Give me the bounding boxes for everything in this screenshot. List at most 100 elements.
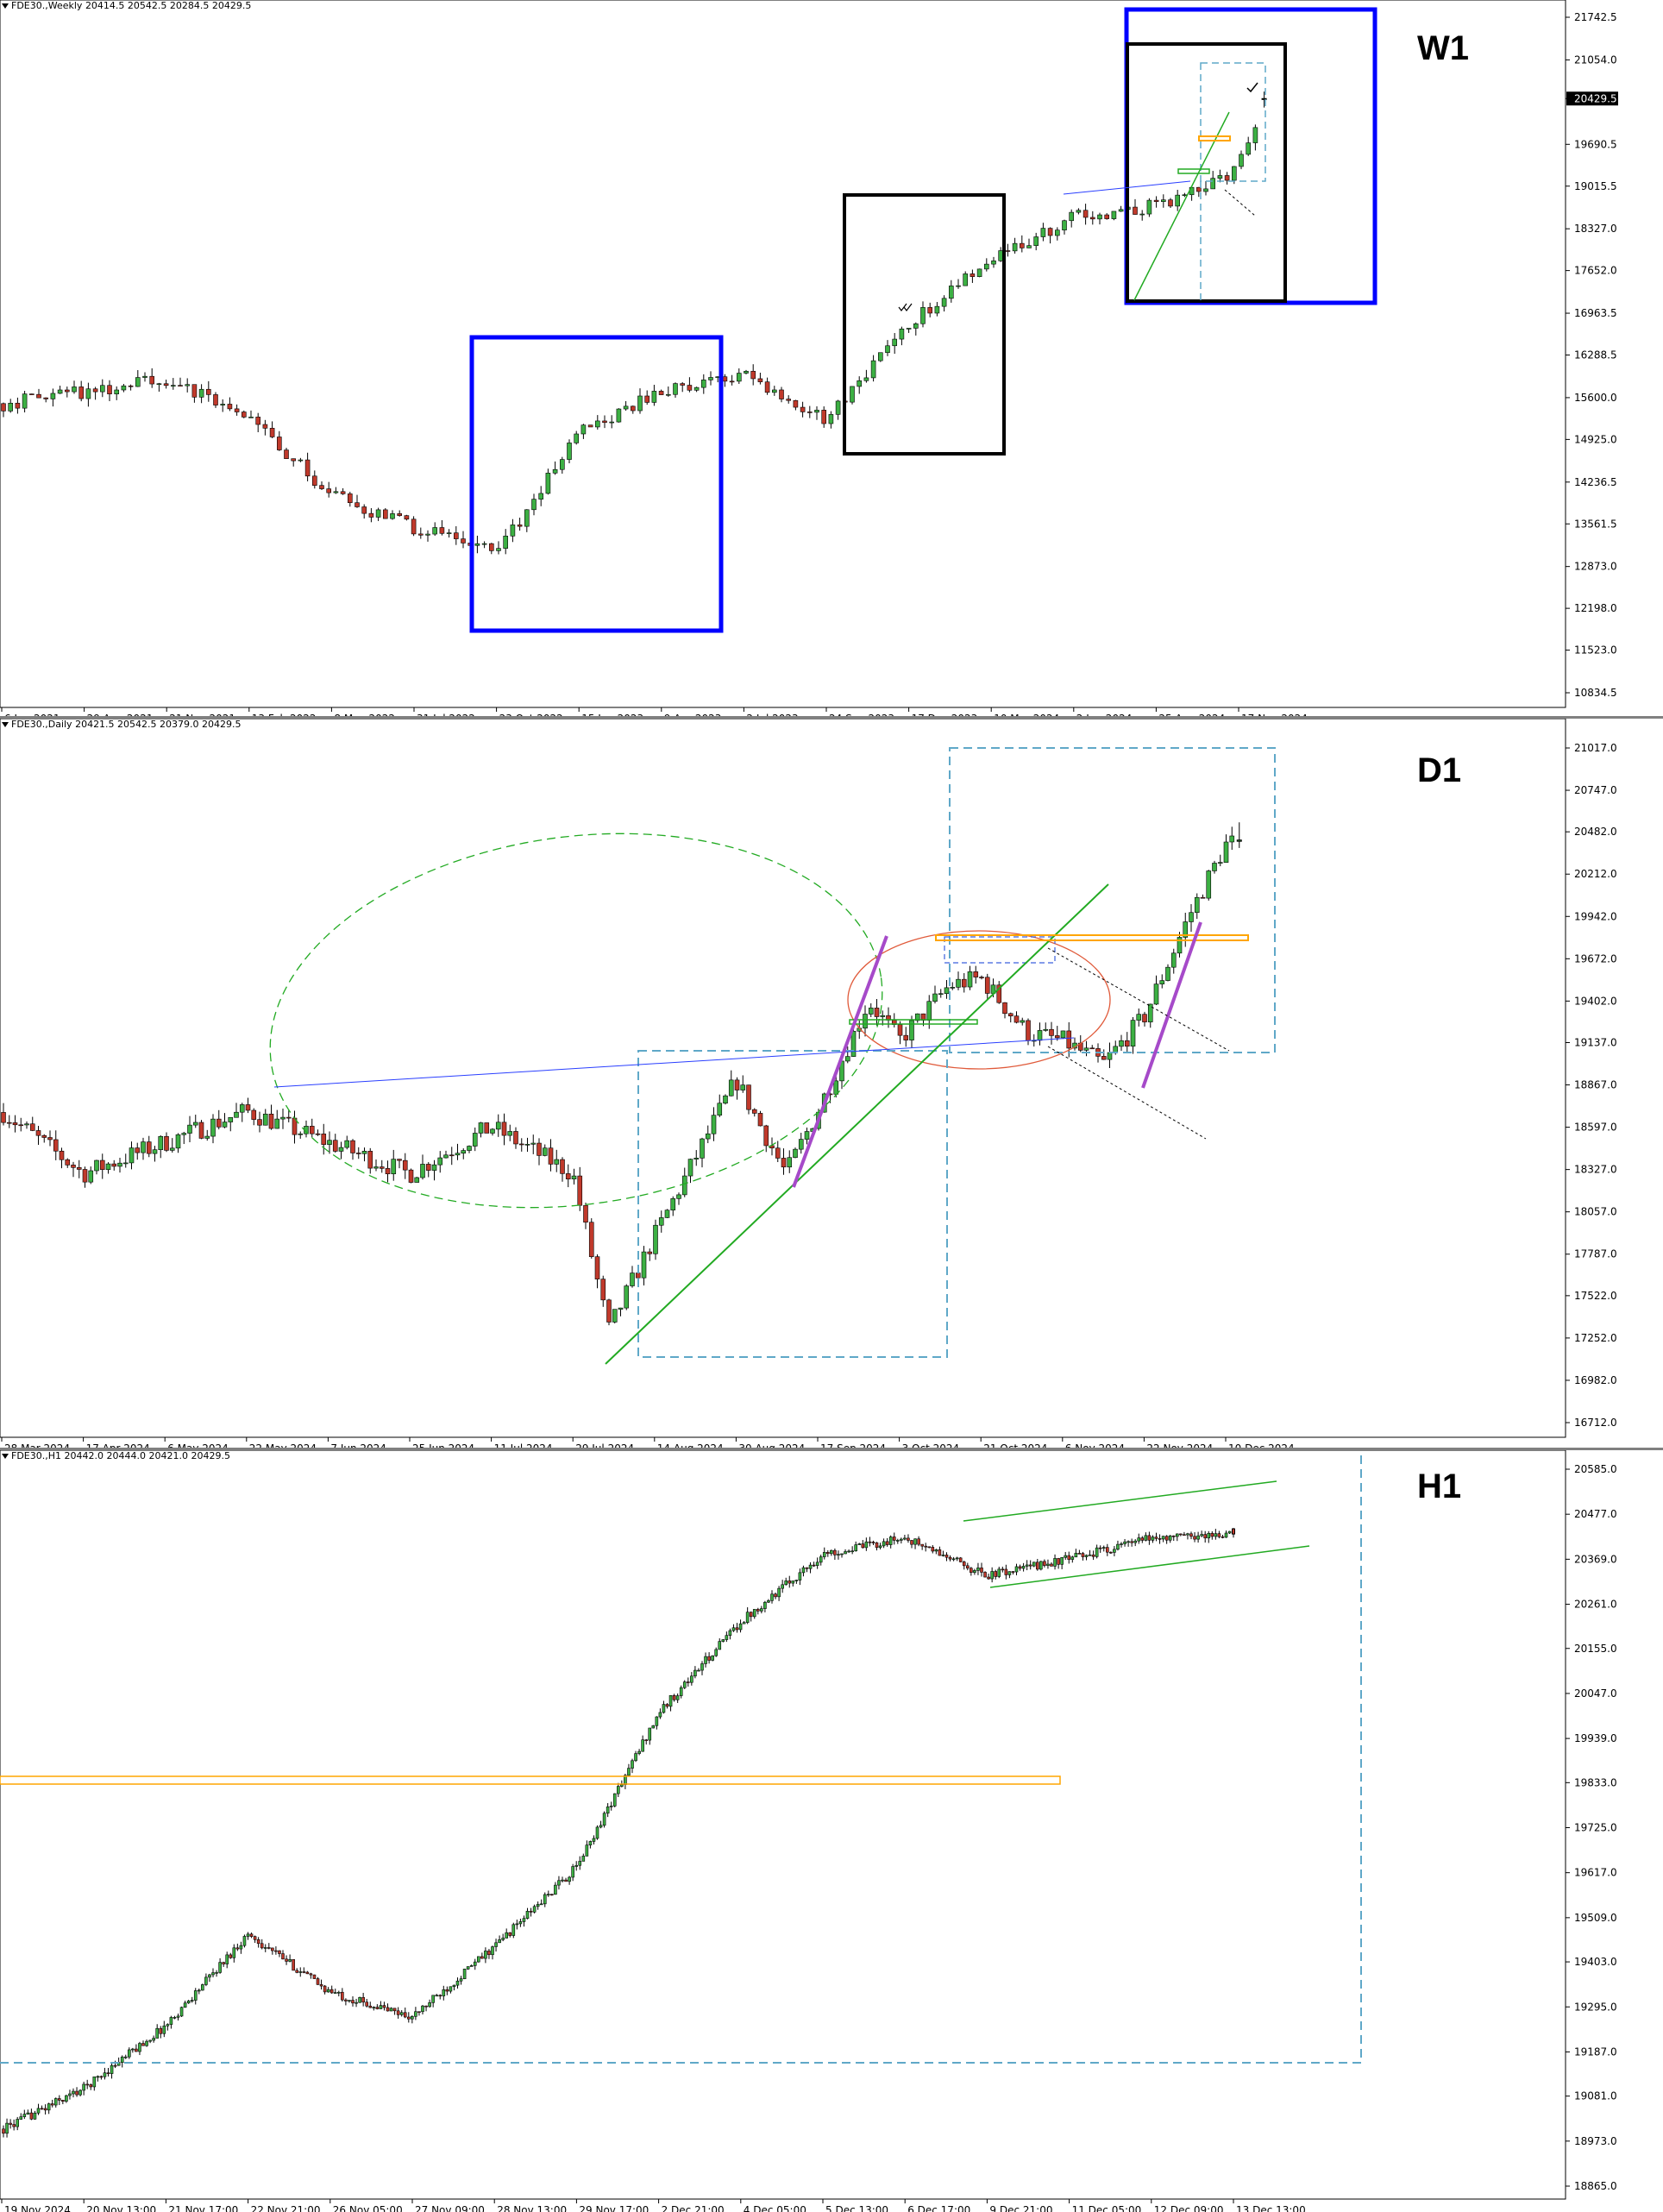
candle — [700, 1661, 704, 1675]
candle — [941, 295, 947, 312]
candle — [204, 1973, 208, 1987]
candle — [85, 382, 91, 407]
d1-xtick-label: 28 Mar 2024 — [4, 1442, 70, 1448]
candle — [775, 1141, 781, 1163]
candle — [382, 507, 388, 519]
candle — [1130, 1538, 1133, 1547]
candle — [239, 1941, 243, 1954]
candle — [637, 388, 643, 414]
candle — [488, 543, 494, 555]
candle — [1070, 1555, 1075, 1563]
h1-ytick-label: 19403.0 — [1574, 1956, 1617, 1968]
candle — [1081, 1551, 1085, 1561]
candle — [951, 1556, 956, 1562]
candle — [1046, 1559, 1050, 1569]
candle — [938, 989, 944, 998]
candle — [585, 1840, 589, 1857]
candle — [431, 1159, 437, 1181]
w1-orange-zone — [1198, 135, 1231, 141]
candle — [907, 1534, 910, 1543]
candle — [417, 527, 424, 539]
candle — [15, 397, 21, 414]
candle — [348, 2000, 351, 2003]
h1-ytick-label: 18973.0 — [1574, 2135, 1617, 2147]
candle — [408, 1168, 414, 1184]
candle — [781, 1580, 784, 1593]
candle — [452, 1984, 456, 1991]
d1-ytick-label: 16712.0 — [1574, 1417, 1617, 1429]
candle — [201, 1983, 204, 1991]
candle — [397, 1159, 402, 1169]
candle — [612, 1309, 618, 1324]
candle — [1054, 1026, 1060, 1041]
d1-ytick-label: 19402.0 — [1574, 995, 1617, 1007]
candle — [518, 1918, 523, 1927]
h1-channel-bottom — [989, 1545, 1310, 1588]
candle — [312, 1974, 317, 1979]
candle — [379, 2001, 383, 2009]
candle — [1168, 1535, 1172, 1543]
candle — [298, 1967, 303, 1977]
candle — [309, 1118, 315, 1138]
candle — [932, 985, 938, 1004]
candle — [503, 529, 509, 555]
h1-plot-frame — [0, 1450, 1566, 2200]
d1-ytick-label: 17252.0 — [1574, 1332, 1617, 1344]
candle — [6, 1115, 12, 1128]
candle — [542, 1144, 548, 1157]
candle — [1196, 186, 1202, 198]
candle — [113, 2060, 117, 2069]
candle — [973, 1568, 976, 1575]
candle — [658, 389, 664, 395]
h1-xtick-label: 21 Nov 17:00 — [168, 2204, 238, 2212]
candle — [750, 364, 756, 386]
candle — [655, 1716, 659, 1730]
candle — [82, 1166, 88, 1188]
candle — [304, 452, 311, 481]
d1-ytick-label: 19942.0 — [1574, 910, 1617, 922]
d1-chart[interactable]: 21017.0 20747.0 20482.0 20212.0 19942.0 19672… — [0, 719, 1663, 1448]
candle — [414, 1176, 420, 1183]
candle — [41, 1134, 47, 1143]
candle — [693, 386, 700, 393]
candle — [461, 1148, 467, 1159]
candle — [990, 1567, 994, 1583]
candle — [760, 1606, 763, 1614]
candle — [1147, 1003, 1153, 1028]
candle — [690, 1672, 693, 1686]
candle — [1142, 1011, 1147, 1027]
candle — [1175, 190, 1180, 211]
candle — [612, 1793, 617, 1807]
w1-ytick-label: 20429.5 — [1574, 92, 1617, 104]
h1-chart[interactable]: 20585.0 20477.0 20369.0 20261.0 20155.0 20047… — [0, 1450, 1663, 2212]
candle — [697, 1668, 700, 1672]
candle — [1136, 1008, 1142, 1027]
candle — [956, 971, 961, 990]
w1-chart[interactable]: 21742.5 21054.0 20429.5 19690.5 19015.5 18327… — [0, 0, 1663, 716]
candle — [850, 386, 855, 405]
candle — [428, 1999, 431, 2008]
candle — [665, 386, 671, 397]
candle — [664, 1209, 670, 1218]
candle — [148, 2039, 152, 2044]
candle — [927, 302, 932, 317]
candle — [963, 271, 968, 286]
d1-plot-frame — [0, 719, 1566, 1438]
candle — [1033, 232, 1039, 251]
candle — [65, 2095, 68, 2103]
candle — [1091, 1550, 1095, 1561]
candle — [1047, 227, 1053, 244]
candle — [179, 2006, 184, 2017]
w1-green-zone — [1177, 168, 1210, 174]
candle — [804, 1127, 810, 1145]
candle — [920, 1543, 924, 1550]
candle — [50, 388, 56, 407]
h1-xtick-label: 11 Dec 05:00 — [1072, 2204, 1142, 2212]
candle — [531, 493, 537, 516]
candle — [740, 1075, 746, 1093]
candle — [1077, 1549, 1082, 1555]
candle — [949, 280, 954, 303]
candle — [1113, 1546, 1116, 1556]
candle — [885, 340, 890, 356]
candle — [29, 1116, 35, 1132]
